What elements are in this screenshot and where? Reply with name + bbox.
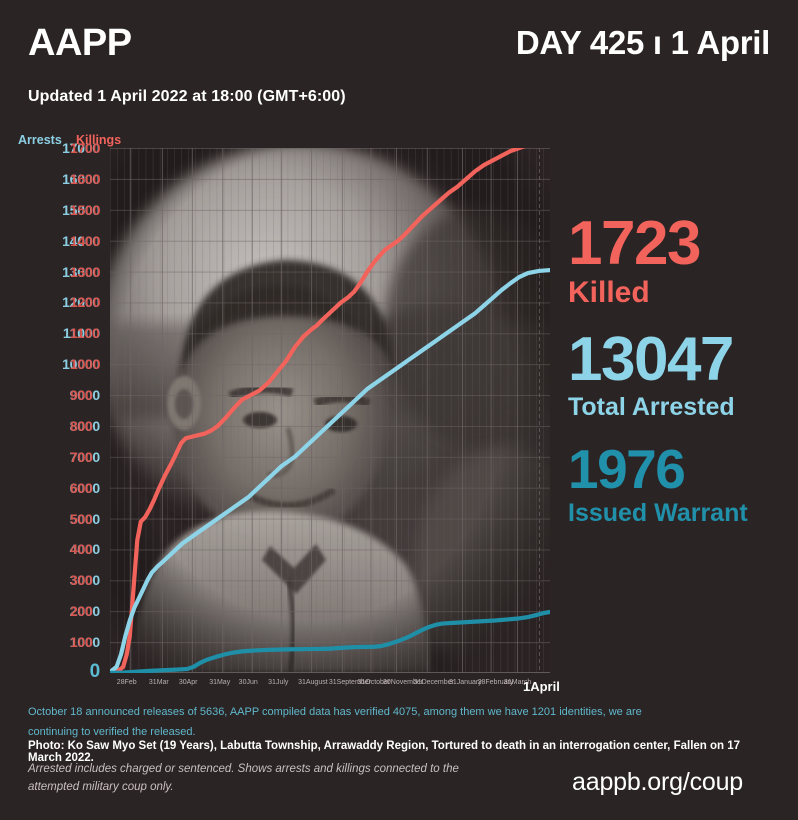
stat-killed: 1723 Killed [568, 209, 788, 310]
y-tick-killings: 400 [70, 541, 93, 558]
x-tick-label: 31December [413, 679, 454, 686]
y-tick-killings: 1700 [70, 140, 101, 156]
y-tick-killings: 800 [70, 417, 93, 434]
plot-area [110, 148, 550, 673]
photo-credit-label: Photo: [28, 740, 65, 752]
y-tick-arrests: 0 [89, 661, 101, 682]
stat-issued-warrant: 1976 Issued Warrant [568, 437, 788, 528]
chart-lines [110, 148, 550, 673]
y-tick-killings: 1200 [70, 294, 101, 311]
x-tick-label: 31August [298, 679, 328, 686]
day-counter: DAY 425 ı 1 April [515, 24, 770, 61]
x-tick-label: 31March [504, 679, 532, 686]
page-title: AAPP [28, 22, 132, 64]
y-tick-arrests: 5000 [69, 510, 101, 527]
y-tick-arrests: 8000 [69, 417, 101, 434]
x-tick-label: 31July [268, 679, 289, 686]
y-tick-arrests: 4000 [69, 541, 101, 558]
stat-killed-value: 1723 [568, 209, 701, 278]
y-tick-killings: 1100 [70, 325, 100, 342]
disclaimer-note: Arrested includes charged or sentenced. … [28, 763, 459, 793]
photo-credit-caption: Ko Saw Myo Set (19 Years), Labutta Towns… [28, 740, 741, 764]
website-url[interactable]: aappb.org/coup [572, 768, 743, 796]
y-tick-arrests: 7000 [69, 448, 101, 465]
release-note: October 18 announced releases of 5636, A… [28, 706, 642, 739]
stat-issued-warrant-label: Issued Warrant [568, 499, 748, 528]
x-tick-label: 28Feb [116, 679, 137, 686]
stat-total-arrested-label: Total Arrested [568, 393, 735, 422]
updated-timestamp: Updated 1 April 2022 at 18:00 (GMT+6:00) [28, 88, 346, 105]
chart-container: Arrests Killings 0 1000 2000 3000 4000 5000 60… [0, 130, 600, 694]
y-tick-arrests: 16000 [62, 170, 100, 187]
y-axis-left-title: Arrests [18, 133, 62, 147]
y-tick-killings: 300 [70, 572, 93, 589]
x-tick-label: 31January [449, 679, 482, 686]
y-tick-killings: 600 [70, 479, 93, 496]
stat-killed-label: Killed [568, 276, 650, 310]
y-tick-killings: 1000 [70, 356, 101, 373]
y-tick-arrests: 10000 [62, 356, 100, 373]
y-tick-arrests: 17000 [62, 140, 100, 156]
x-tick-label: 31Mar [148, 679, 169, 686]
stat-total-arrested-value: 13047 [568, 325, 734, 395]
x-tick-label: 28February [477, 679, 514, 686]
y-tick-killings: 1600 [70, 170, 101, 187]
y-tick-arrests: 3000 [69, 572, 101, 589]
y-tick-killings: 700 [70, 448, 93, 465]
y-tick-arrests: 2000 [69, 603, 101, 620]
victim-photo [110, 148, 550, 673]
y-tick-killings: 1500 [70, 201, 101, 218]
y-tick-arrests: 14000 [62, 232, 100, 249]
y-tick-killings: 1300 [70, 263, 101, 280]
x-tick-label: 1April [523, 679, 560, 694]
x-tick-label: 30Apr [178, 679, 198, 686]
chart-grid [110, 148, 550, 673]
x-tick-label: 30November [383, 679, 424, 686]
y-tick-killings: 100 [70, 634, 93, 651]
y-tick-arrests: 12000 [62, 294, 100, 311]
x-tick-label: 31May [209, 679, 231, 686]
y-tick-arrests: 13000 [62, 263, 100, 280]
stat-issued-warrant-value: 1976 [568, 437, 686, 500]
stats-panel: 1723 Killed 13047 Total Arrested 1976 Is… [568, 209, 788, 528]
y-tick-arrests: 15000 [62, 201, 100, 218]
y-tick-arrests: 11000 [62, 325, 100, 342]
y-tick-killings: 500 [70, 510, 93, 527]
x-tick-label: 31September [328, 679, 371, 686]
x-tick-label: 30Jun [238, 679, 258, 686]
y-tick-arrests: 6000 [69, 479, 101, 496]
photo-credit: Photo: Ko Saw Myo Set (19 Years), Labutt… [28, 740, 768, 764]
y-tick-killings: 1400 [70, 232, 101, 249]
x-tick-label: 31October [357, 679, 391, 686]
stat-total-arrested: 13047 Total Arrested [568, 325, 788, 422]
y-axis-right-title: Killings [76, 133, 122, 147]
y-tick-arrests: 9000 [69, 387, 101, 404]
y-tick-killings: 200 [70, 603, 93, 620]
y-tick-arrests: 1000 [69, 634, 101, 651]
y-tick-killings: 900 [70, 387, 93, 404]
